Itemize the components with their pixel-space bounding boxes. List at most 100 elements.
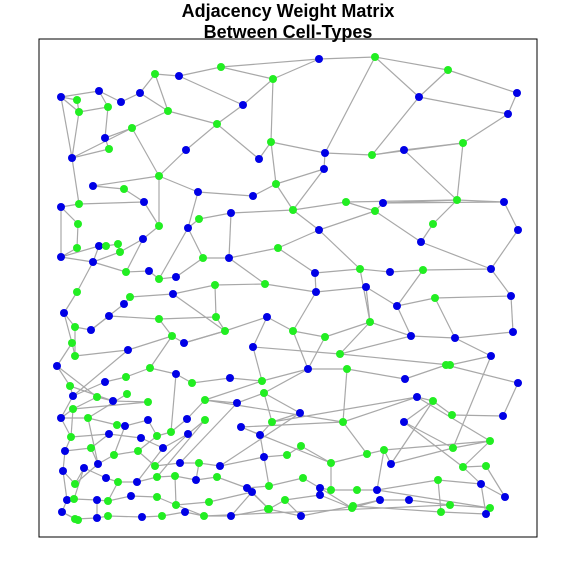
graph-edge	[60, 96, 73, 159]
graph-edge	[314, 268, 361, 274]
graph-node-green	[71, 323, 79, 331]
graph-edge	[440, 511, 487, 515]
graph-node-green	[73, 96, 81, 104]
graph-node-blue	[176, 459, 184, 467]
graph-edge	[275, 183, 294, 211]
graph-edge	[183, 330, 226, 344]
graph-node-green	[482, 462, 490, 470]
graph-node-green	[188, 379, 196, 387]
graph-node-blue	[477, 480, 485, 488]
graph-node-green	[431, 294, 439, 302]
graph-edge	[462, 113, 509, 144]
graph-node-green	[102, 242, 110, 250]
graph-edge	[292, 291, 317, 332]
graph-node-blue	[68, 154, 76, 162]
graph-node-green	[267, 138, 275, 146]
graph-node-blue	[487, 265, 495, 273]
graph-edge	[452, 355, 492, 449]
graph-edge	[139, 73, 156, 94]
graph-node-green	[195, 459, 203, 467]
graph-edge	[339, 353, 451, 366]
graph-node-green	[459, 139, 467, 147]
graph-node-blue	[124, 346, 132, 354]
graph-node-green	[146, 364, 154, 372]
graph-edge	[434, 295, 512, 299]
chart-title-line-1: Adjacency Weight Matrix	[181, 1, 395, 21]
graph-node-blue	[80, 464, 88, 472]
graph-node-green	[74, 516, 82, 524]
graph-node-blue	[405, 496, 413, 504]
graph-node-green	[201, 396, 209, 404]
graph-node-blue	[57, 253, 65, 261]
graph-node-green	[268, 418, 276, 426]
graph-node-blue	[487, 352, 495, 360]
graph-node-blue	[138, 513, 146, 521]
graph-node-green	[70, 495, 78, 503]
graph-node-green	[281, 496, 289, 504]
graph-edge	[149, 367, 177, 375]
graph-edge	[108, 433, 142, 439]
graph-node-green	[434, 476, 442, 484]
graph-node-green	[123, 390, 131, 398]
graph-node-blue	[233, 399, 241, 407]
graph-edge	[92, 251, 121, 263]
graph-edge	[78, 106, 109, 113]
graph-edge	[74, 463, 99, 485]
chart-title-line-2: Between Cell-Types	[203, 22, 373, 42]
graph-node-green	[167, 428, 175, 436]
graph-node-green	[120, 185, 128, 193]
graph-node-green	[269, 75, 277, 83]
graph-edge	[403, 149, 458, 201]
graph-edge	[324, 321, 371, 338]
graph-edge	[158, 227, 189, 280]
graph-node-green	[155, 222, 163, 230]
graph-edge	[339, 321, 371, 355]
graph-edge	[345, 199, 458, 203]
graph-node-green	[419, 266, 427, 274]
graph-edge	[72, 349, 129, 397]
graph-node-green	[114, 240, 122, 248]
graph-node-green	[299, 474, 307, 482]
graph-edge	[330, 453, 368, 464]
graph-node-blue	[513, 89, 521, 97]
graph-edge	[437, 479, 442, 513]
graph-edge	[136, 447, 164, 483]
graph-node-green	[144, 398, 152, 406]
graph-edge	[131, 127, 160, 177]
graph-edge	[292, 168, 325, 211]
graph-node-blue	[57, 414, 65, 422]
graph-edge	[170, 373, 177, 433]
graph-edge	[158, 175, 199, 193]
graph-node-green	[104, 512, 112, 520]
graph-node-green	[87, 444, 95, 452]
graph-node-green	[113, 421, 121, 429]
graph-edge	[268, 477, 304, 487]
graph-node-blue	[137, 434, 145, 442]
graph-edge	[60, 90, 100, 98]
graph-node-blue	[57, 93, 65, 101]
graph-node-green	[486, 504, 494, 512]
graph-node-green	[356, 265, 364, 273]
graph-edge	[315, 286, 367, 293]
graph-node-green	[217, 63, 225, 71]
graph-node-green	[134, 447, 142, 455]
graph-node-green	[446, 501, 454, 509]
graph-node-green	[380, 446, 388, 454]
graph-node-blue	[386, 268, 394, 276]
graph-edge	[503, 201, 519, 231]
graph-node-green	[153, 432, 161, 440]
graph-edge	[396, 297, 436, 307]
graph-node-blue	[95, 87, 103, 95]
graph-edge	[454, 337, 492, 357]
graph-node-blue	[320, 165, 328, 173]
graph-edge	[228, 257, 266, 285]
graph-node-blue	[102, 474, 110, 482]
graph-node-green	[110, 451, 118, 459]
graph-node-green	[73, 288, 81, 296]
graph-node-blue	[225, 254, 233, 262]
graph-node-blue	[101, 378, 109, 386]
graph-edge	[359, 268, 391, 273]
graph-edge	[98, 90, 122, 103]
graph-node-blue	[89, 182, 97, 190]
graph-edge	[318, 56, 376, 60]
